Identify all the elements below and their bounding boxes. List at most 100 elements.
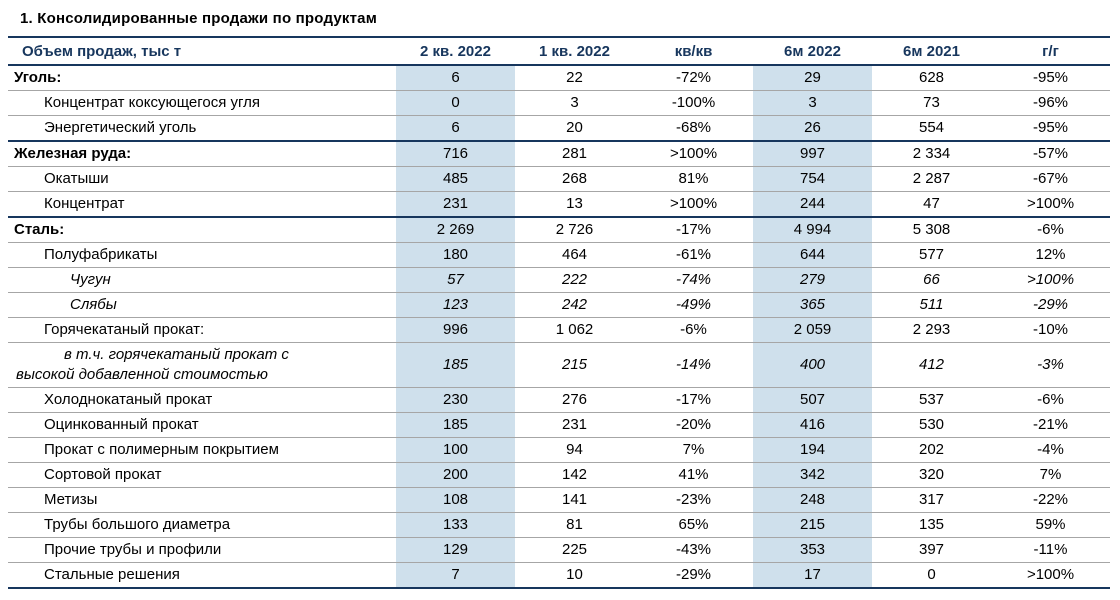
row-label: Уголь: <box>8 64 396 91</box>
table-row: Полуфабрикаты 180 464 -61% 644 577 12% <box>8 242 1110 268</box>
value-cell: 230 <box>396 387 515 413</box>
row-label: Метизы <box>8 487 396 513</box>
value-cell: 530 <box>872 412 991 438</box>
value-cell: 6 <box>396 115 515 142</box>
value-cell: -22% <box>991 487 1110 513</box>
row-label: Железная руда: <box>8 140 396 167</box>
value-cell: 73 <box>872 90 991 116</box>
value-cell: 12% <box>991 242 1110 268</box>
row-label: Концентрат коксующегося угля <box>8 90 396 116</box>
value-cell: 81 <box>515 512 634 538</box>
value-cell: -6% <box>634 317 753 343</box>
row-label: Слябы <box>8 292 396 318</box>
value-cell: 7% <box>634 437 753 463</box>
value-cell: 996 <box>396 317 515 343</box>
value-cell: 180 <box>396 242 515 268</box>
value-cell: 4 994 <box>753 216 872 243</box>
value-cell: 20 <box>515 115 634 142</box>
table-row: Слябы 123 242 -49% 365 511 -29% <box>8 292 1110 318</box>
value-cell: 7 <box>396 562 515 589</box>
value-cell: -3% <box>991 342 1110 388</box>
value-cell: 215 <box>753 512 872 538</box>
value-cell: -49% <box>634 292 753 318</box>
value-cell: -6% <box>991 387 1110 413</box>
value-cell: 108 <box>396 487 515 513</box>
value-cell: 412 <box>872 342 991 388</box>
value-cell: -17% <box>634 216 753 243</box>
table-row: Прочие трубы и профили 129 225 -43% 353 397 -1… <box>8 537 1110 563</box>
value-cell: 577 <box>872 242 991 268</box>
column-header: Объем продаж, тыс т <box>8 36 396 66</box>
table-row: Прокат с полимерным покрытием 100 94 7% 194 2… <box>8 437 1110 463</box>
value-cell: >100% <box>634 140 753 167</box>
value-cell: 537 <box>872 387 991 413</box>
value-cell: 222 <box>515 267 634 293</box>
value-cell: 100 <box>396 437 515 463</box>
value-cell: -68% <box>634 115 753 142</box>
row-label: Стальные решения <box>8 562 396 589</box>
table-row: Стальные решения 7 10 -29% 17 0 >100% <box>8 562 1110 589</box>
value-cell: 225 <box>515 537 634 563</box>
table-body: Уголь: 6 22 -72% 29 628 -95% Концентрат коксующ… <box>8 64 1110 589</box>
value-cell: 200 <box>396 462 515 488</box>
row-label: Сортовой прокат <box>8 462 396 488</box>
value-cell: 320 <box>872 462 991 488</box>
value-cell: 365 <box>753 292 872 318</box>
table-row: Оцинкованный прокат 185 231 -20% 416 530 -21% <box>8 412 1110 438</box>
table-row: Сортовой прокат 200 142 41% 342 320 7% <box>8 462 1110 488</box>
value-cell: 57 <box>396 267 515 293</box>
value-cell: 66 <box>872 267 991 293</box>
table-row: Сталь: 2 269 2 726 -17% 4 994 5 308 -6% <box>8 216 1110 243</box>
value-cell: 242 <box>515 292 634 318</box>
value-cell: 7% <box>991 462 1110 488</box>
value-cell: -29% <box>991 292 1110 318</box>
value-cell: 231 <box>515 412 634 438</box>
value-cell: -10% <box>991 317 1110 343</box>
value-cell: 3 <box>753 90 872 116</box>
row-label: Окатыши <box>8 166 396 192</box>
row-label: Концентрат <box>8 191 396 218</box>
column-header: 6м 2022 <box>753 36 872 66</box>
value-cell: 123 <box>396 292 515 318</box>
value-cell: 268 <box>515 166 634 192</box>
table-row: в т.ч. горячекатаный прокат с высокой до… <box>8 342 1110 388</box>
value-cell: 0 <box>396 90 515 116</box>
value-cell: 194 <box>753 437 872 463</box>
value-cell: 22 <box>515 64 634 91</box>
row-label: Прочие трубы и профили <box>8 537 396 563</box>
value-cell: 141 <box>515 487 634 513</box>
value-cell: -21% <box>991 412 1110 438</box>
value-cell: 202 <box>872 437 991 463</box>
row-label: Полуфабрикаты <box>8 242 396 268</box>
value-cell: 135 <box>872 512 991 538</box>
value-cell: 29 <box>753 64 872 91</box>
value-cell: 281 <box>515 140 634 167</box>
table-row: Энергетический уголь 6 20 -68% 26 554 -95% <box>8 115 1110 142</box>
value-cell: 41% <box>634 462 753 488</box>
row-label: Холоднокатаный прокат <box>8 387 396 413</box>
value-cell: >100% <box>991 562 1110 589</box>
row-label: Горячекатаный прокат: <box>8 317 396 343</box>
column-header: 2 кв. 2022 <box>396 36 515 66</box>
value-cell: 754 <box>753 166 872 192</box>
value-cell: 2 293 <box>872 317 991 343</box>
value-cell: 317 <box>872 487 991 513</box>
value-cell: 716 <box>396 140 515 167</box>
value-cell: 628 <box>872 64 991 91</box>
value-cell: 2 334 <box>872 140 991 167</box>
value-cell: -6% <box>991 216 1110 243</box>
row-label: Сталь: <box>8 216 396 243</box>
value-cell: 464 <box>515 242 634 268</box>
value-cell: 644 <box>753 242 872 268</box>
value-cell: 59% <box>991 512 1110 538</box>
table-row: Железная руда: 716 281 >100% 997 2 334 -57% <box>8 140 1110 167</box>
value-cell: 13 <box>515 191 634 218</box>
value-cell: 26 <box>753 115 872 142</box>
value-cell: 2 726 <box>515 216 634 243</box>
value-cell: -72% <box>634 64 753 91</box>
value-cell: 1 062 <box>515 317 634 343</box>
value-cell: -11% <box>991 537 1110 563</box>
value-cell: 81% <box>634 166 753 192</box>
